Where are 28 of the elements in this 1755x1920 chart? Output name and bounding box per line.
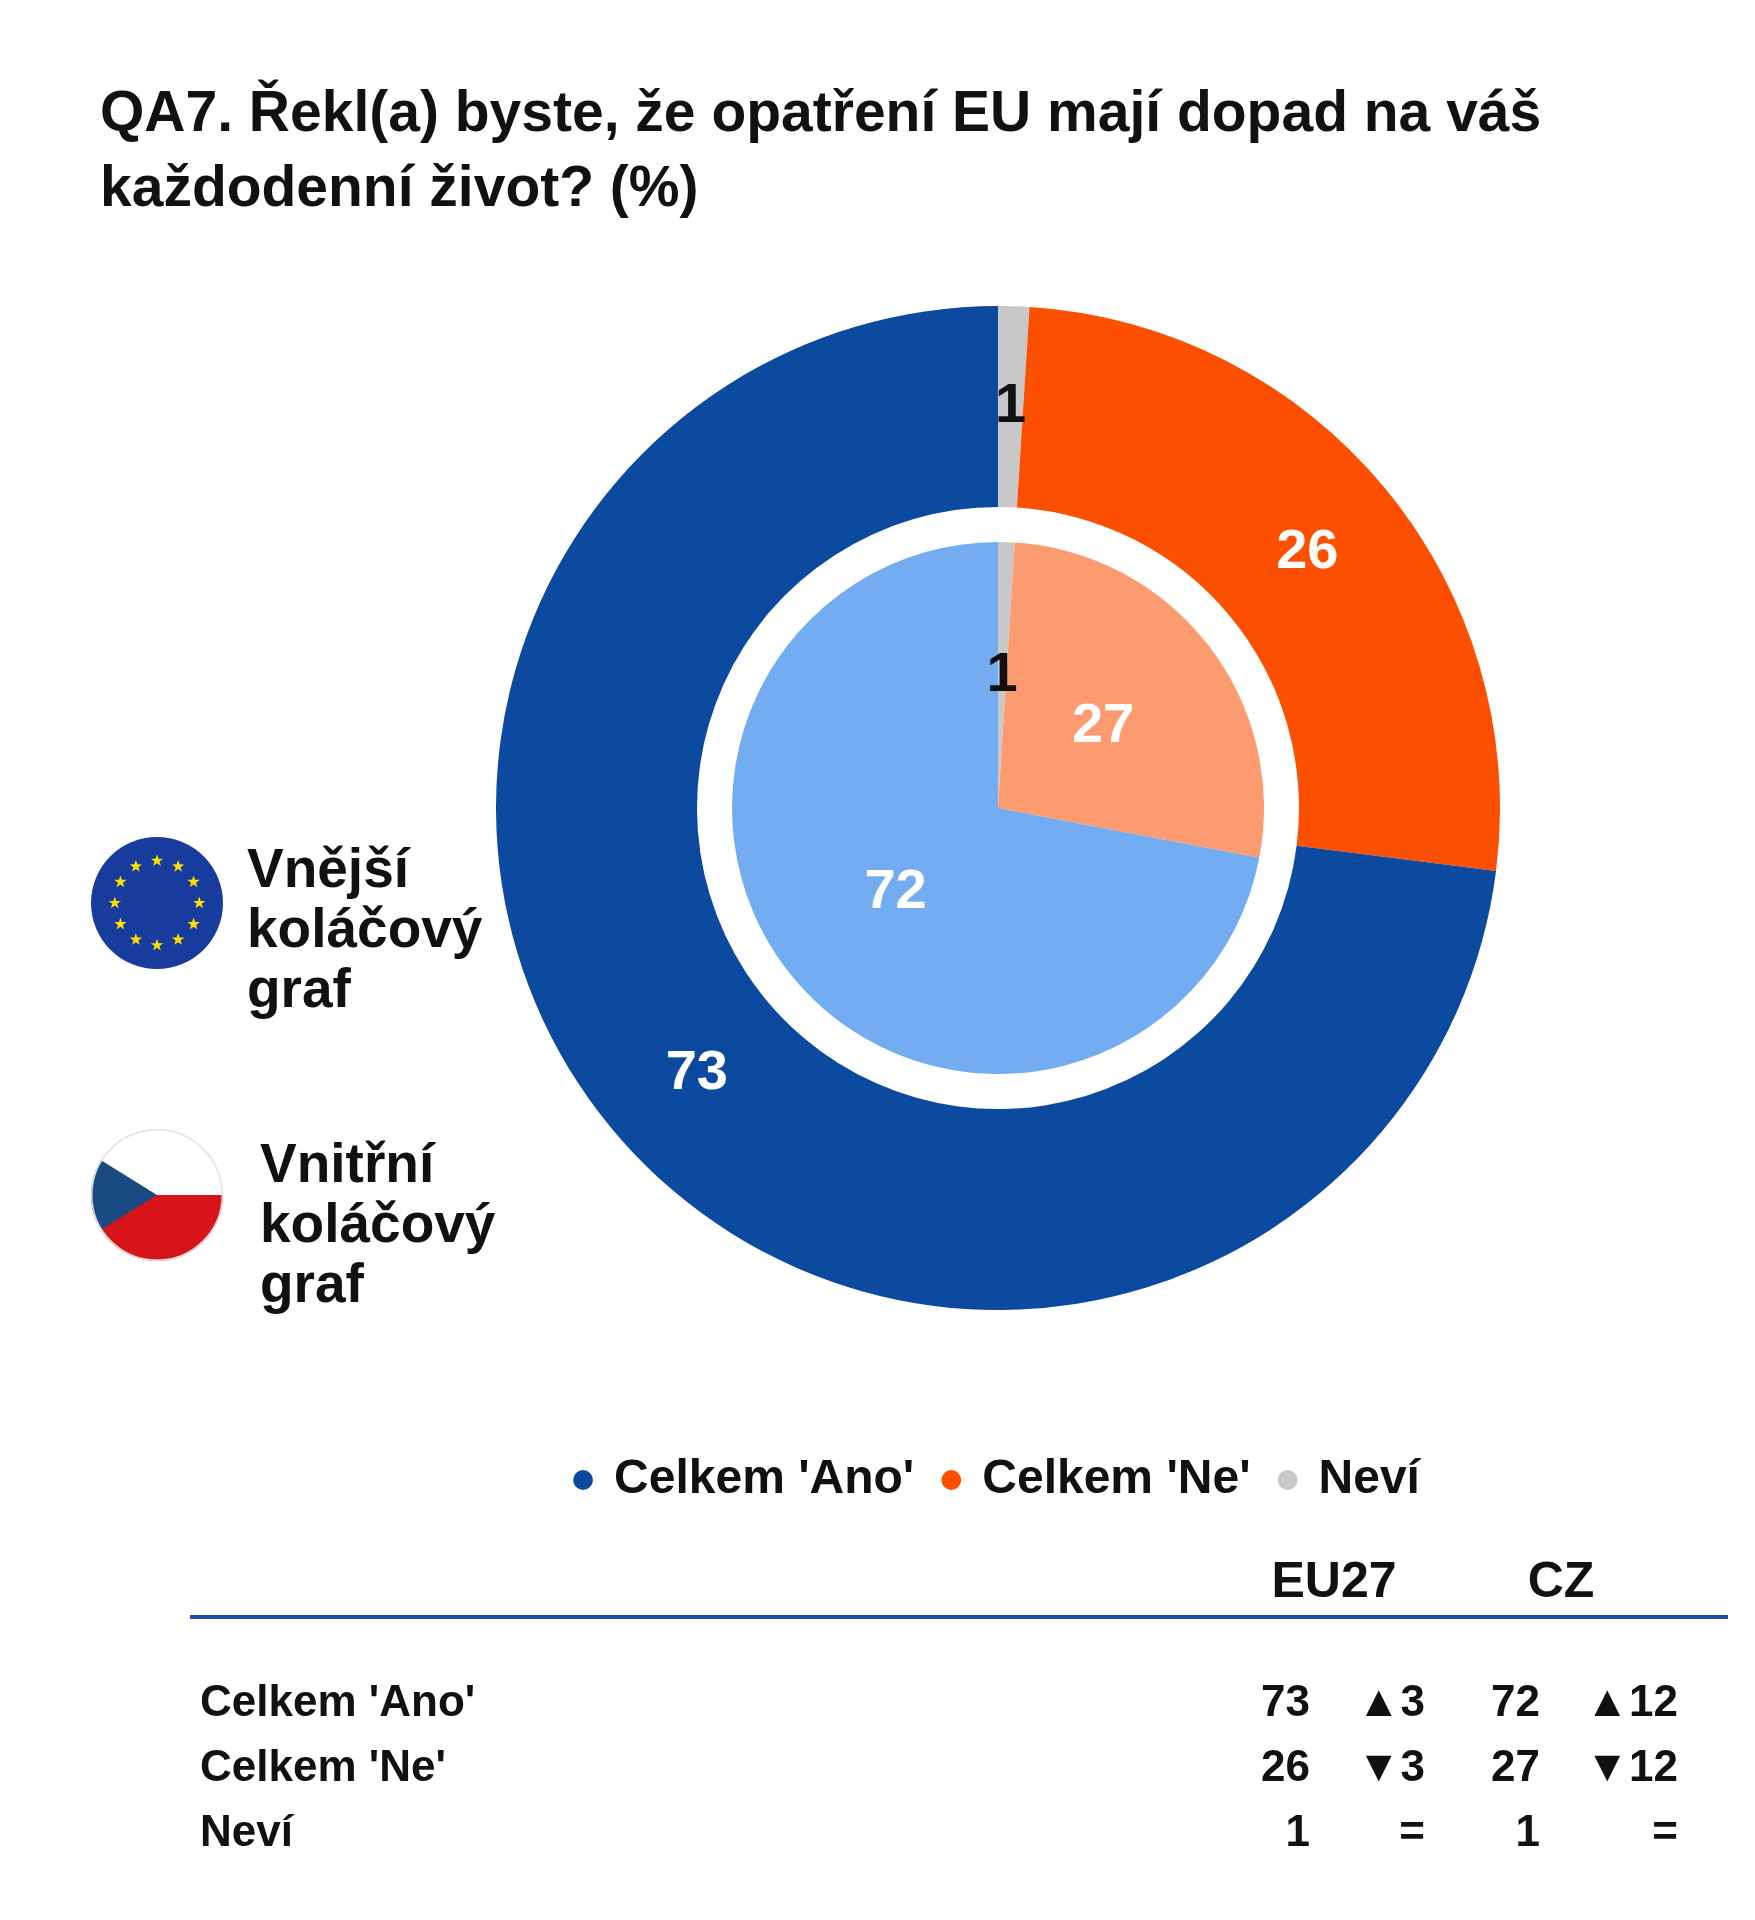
legend-label: Celkem 'Ano' <box>614 1450 915 1504</box>
legend-label: Celkem 'Ne' <box>982 1450 1251 1504</box>
data-label: 26 <box>1261 1739 1310 1792</box>
data-label: 26 <box>1276 516 1339 580</box>
category-label: Neví <box>200 1804 293 1857</box>
text: Vnitřní koláčový graf <box>260 1132 496 1314</box>
text: CZ <box>1527 1551 1595 1610</box>
text: EU27 <box>1271 1551 1397 1610</box>
text: = <box>1652 1804 1678 1857</box>
legend-label: Neví <box>1318 1450 1422 1504</box>
text: ▲3 <box>1356 1674 1425 1727</box>
data-label: 1 <box>1515 1804 1540 1857</box>
data-label: 1 <box>1285 1804 1310 1857</box>
data-label: 27 <box>1071 690 1135 754</box>
text: ▲12 <box>1585 1674 1678 1727</box>
text: Vnější koláčový graf <box>247 837 483 1019</box>
data-label: 1 <box>986 639 1018 703</box>
data-label: 27 <box>1491 1739 1540 1792</box>
data-label: 72 <box>1491 1674 1540 1727</box>
text: ▼12 <box>1585 1739 1678 1792</box>
chart-title: QA7. Řekl(a) byste, že opatření EU mají dopad na váš každodenní život? (%) <box>100 78 1543 220</box>
data-label: 72 <box>864 857 927 921</box>
data-label: 73 <box>1261 1674 1310 1727</box>
text: ▼3 <box>1356 1739 1425 1792</box>
category-label: Celkem 'Ano' <box>200 1674 476 1727</box>
data-label: 73 <box>665 1037 728 1101</box>
text: = <box>1399 1804 1425 1857</box>
category-label: Celkem 'Ne' <box>200 1739 446 1792</box>
